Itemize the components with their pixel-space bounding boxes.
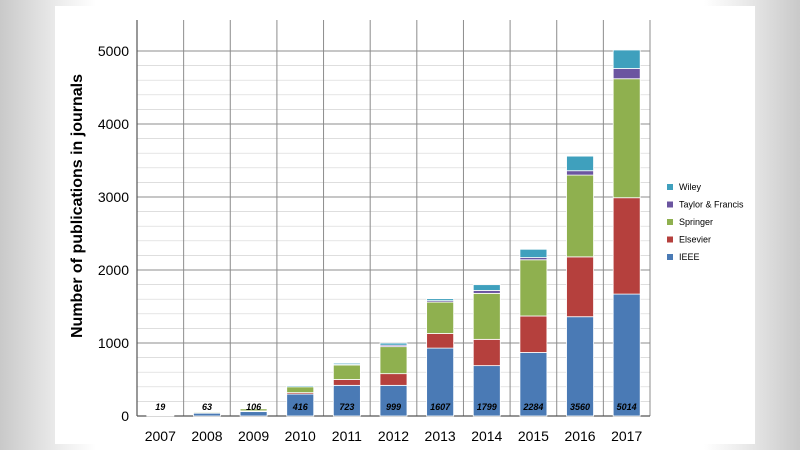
bar-segment-ieee bbox=[612, 293, 641, 417]
bar-segment-elsevier bbox=[332, 379, 361, 386]
x-tick-label: 2008 bbox=[191, 428, 222, 444]
y-tick-label: 1000 bbox=[98, 335, 129, 351]
bar-segment-springer bbox=[612, 78, 641, 199]
bar-segment-wiley bbox=[193, 411, 221, 413]
bar-segment-taylor-francis bbox=[612, 68, 641, 80]
bar-segment-ieee bbox=[566, 316, 594, 417]
bar-segment-springer bbox=[286, 386, 315, 394]
y-tick-label: 5000 bbox=[98, 43, 129, 59]
y-tick-label: 4000 bbox=[98, 116, 129, 132]
bar-segment-wiley bbox=[566, 155, 594, 172]
bar-segment-wiley bbox=[519, 248, 548, 258]
legend-label: Elsevier bbox=[679, 235, 711, 245]
legend-swatch bbox=[667, 254, 673, 260]
chart-frame: 0 1000 2000 3000 4000 5000 2007 2008 2009 2010 201… bbox=[55, 6, 755, 444]
x-tick-label: 2015 bbox=[518, 428, 549, 444]
legend-label: Taylor & Francis bbox=[679, 200, 744, 210]
bar-segment-wiley bbox=[612, 49, 641, 69]
bar-segment-springer bbox=[566, 174, 594, 258]
x-tick-label: 2010 bbox=[285, 428, 316, 444]
total-data-label: 2284 bbox=[522, 402, 543, 412]
bar-segment-elsevier bbox=[519, 315, 548, 353]
x-tick-label: 2013 bbox=[425, 428, 456, 444]
x-tick-label: 2007 bbox=[145, 428, 176, 444]
total-data-label: 106 bbox=[246, 402, 262, 412]
bar-segment-wiley bbox=[426, 298, 455, 302]
stacked-bar-chart: 0 1000 2000 3000 4000 5000 2007 2008 2009 2010 201… bbox=[69, 20, 744, 444]
bar-segment-wiley bbox=[146, 414, 175, 416]
legend-label: Springer bbox=[679, 217, 713, 227]
total-data-label: 723 bbox=[339, 402, 354, 412]
total-data-label: 19 bbox=[155, 402, 165, 412]
y-tick-label: 0 bbox=[121, 408, 129, 424]
bar-segment-springer bbox=[379, 346, 408, 375]
bar-segment-taylor-francis bbox=[472, 290, 501, 294]
total-data-label: 5014 bbox=[617, 402, 637, 412]
legend-swatch bbox=[667, 236, 673, 243]
x-tick-label: 2011 bbox=[332, 428, 362, 444]
bar-segment-wiley bbox=[239, 407, 268, 410]
y-axis-title: Number of publications in journals bbox=[69, 74, 86, 338]
bar-segment-wiley bbox=[332, 362, 361, 365]
total-data-label: 63 bbox=[202, 402, 212, 412]
bar-segment-taylor-francis bbox=[566, 170, 594, 176]
bar-segment-elsevier bbox=[426, 333, 455, 349]
bar-segment-ieee bbox=[519, 352, 548, 417]
bars bbox=[146, 49, 641, 417]
gridlines bbox=[136, 20, 651, 416]
legend-swatch bbox=[667, 219, 673, 225]
total-data-label: 416 bbox=[292, 402, 309, 412]
x-tick-label: 2014 bbox=[471, 428, 502, 444]
bar-segment-elsevier bbox=[472, 338, 501, 367]
x-tick-label: 2016 bbox=[564, 428, 595, 444]
bar-segment-springer bbox=[426, 301, 455, 334]
legend: Wiley Taylor & Francis Springer Elsevier IEE… bbox=[667, 182, 744, 262]
legend-label: IEEE bbox=[679, 252, 700, 262]
total-data-label: 999 bbox=[386, 402, 401, 412]
total-data-label: 1607 bbox=[430, 402, 451, 412]
bar-segment-springer bbox=[472, 292, 501, 340]
bar-segment-springer bbox=[332, 364, 361, 380]
axes: 0 1000 2000 3000 4000 5000 2007 2008 2009 2010 201… bbox=[98, 20, 650, 444]
x-tick-label: 2009 bbox=[238, 428, 269, 444]
legend-swatch bbox=[667, 201, 673, 208]
bar-segment-elsevier bbox=[612, 197, 641, 295]
bar-segment-elsevier bbox=[566, 256, 594, 318]
x-tick-label: 2017 bbox=[611, 428, 642, 444]
bar-segment-ieee bbox=[239, 411, 268, 417]
bar-segment-ieee bbox=[472, 365, 501, 417]
x-tick-label: 2012 bbox=[378, 428, 409, 444]
bar-segment-springer bbox=[519, 259, 548, 317]
total-data-label: 3560 bbox=[570, 402, 590, 412]
bar-segment-wiley bbox=[286, 385, 315, 388]
bar-segment-wiley bbox=[379, 342, 408, 346]
bar-segment-wiley bbox=[472, 284, 501, 291]
bar-segment-ieee bbox=[332, 384, 361, 417]
bar-segment-elsevier bbox=[379, 373, 408, 386]
legend-swatch bbox=[667, 184, 673, 190]
total-data-label: 1799 bbox=[477, 402, 497, 412]
legend-label: Wiley bbox=[679, 182, 701, 192]
y-tick-label: 3000 bbox=[98, 189, 129, 205]
data-labels: 19 63 106 416 723 999 1607 1799 2284 3560 5014 bbox=[155, 402, 636, 412]
y-tick-label: 2000 bbox=[98, 262, 129, 278]
